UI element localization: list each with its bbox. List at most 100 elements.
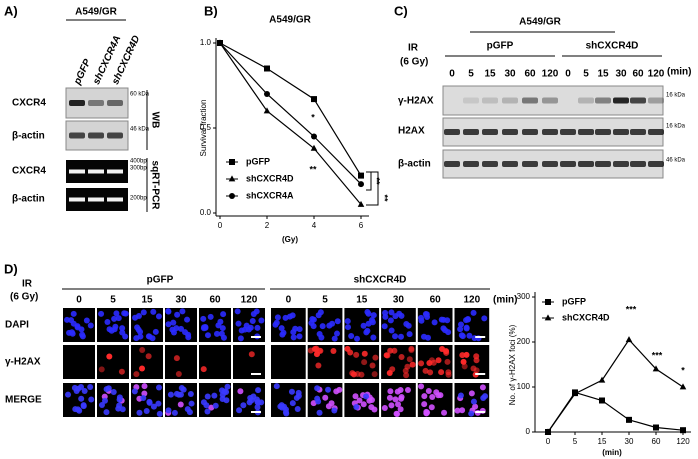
- nucleus: [383, 352, 390, 359]
- y-tick-label: 1.0: [200, 38, 212, 47]
- nucleus: [255, 387, 262, 394]
- nucleus: [470, 309, 477, 316]
- nucleus: [422, 311, 429, 318]
- panel-label: C): [394, 3, 408, 18]
- nucleus: [113, 310, 120, 317]
- band: [630, 161, 646, 167]
- nucleus: [98, 366, 105, 373]
- lane-label: pGFP: [72, 57, 94, 87]
- nucleus: [79, 331, 86, 338]
- band: [542, 129, 558, 135]
- time-label: 5: [583, 69, 589, 80]
- nucleus: [470, 398, 477, 405]
- nucleus: [208, 404, 215, 411]
- annotation: **: [309, 164, 317, 174]
- time-label: 0: [286, 295, 292, 306]
- nucleus: [358, 371, 365, 378]
- nucleus: [219, 325, 226, 332]
- nucleus: [202, 324, 209, 331]
- legend-label: pGFP: [246, 156, 270, 166]
- band: [88, 197, 104, 202]
- nucleus: [137, 328, 144, 335]
- nucleus: [296, 333, 303, 340]
- point: [310, 144, 318, 151]
- row-label: β-actin: [12, 131, 45, 142]
- nucleus: [430, 359, 437, 366]
- nucleus: [65, 391, 72, 398]
- nucleus: [254, 404, 261, 411]
- dose-label: (6 Gy): [400, 57, 428, 68]
- nucleus: [177, 401, 184, 408]
- nucleus: [387, 317, 394, 324]
- legend-label: shCXCR4A: [246, 190, 294, 200]
- nucleus: [370, 312, 377, 319]
- nucleus: [186, 409, 193, 416]
- nucleus: [290, 334, 297, 341]
- nucleus: [187, 391, 194, 398]
- time-label: 120: [648, 69, 665, 80]
- point: [625, 336, 633, 343]
- series-line: [219, 42, 362, 185]
- nucleus: [388, 327, 395, 334]
- cell-line: A549/GR: [75, 7, 117, 18]
- band: [107, 169, 123, 174]
- band: [88, 132, 104, 139]
- nucleus: [132, 314, 139, 321]
- nucleus: [134, 324, 141, 331]
- row-label: γ-H2AX: [5, 357, 41, 368]
- nucleus: [234, 308, 241, 315]
- band: [88, 100, 104, 106]
- time-label: 5: [468, 69, 474, 80]
- nucleus: [393, 410, 400, 417]
- nucleus: [388, 402, 395, 409]
- legend-label: pGFP: [562, 296, 586, 306]
- time-label: 30: [175, 295, 187, 306]
- point: [358, 172, 364, 179]
- marker-label: 16 kDa: [666, 93, 686, 99]
- nucleus: [363, 393, 370, 400]
- bracket: [366, 171, 379, 206]
- nucleus: [371, 406, 378, 413]
- series-line: [219, 42, 362, 176]
- nucleus: [345, 324, 352, 331]
- nucleus: [353, 403, 360, 410]
- band: [502, 129, 518, 135]
- nucleus: [352, 393, 359, 400]
- nucleus: [224, 383, 231, 390]
- nucleus: [403, 372, 410, 379]
- band: [502, 97, 518, 104]
- x-tick-label: 0: [218, 221, 223, 230]
- nucleus: [272, 321, 279, 328]
- nucleus: [74, 406, 81, 413]
- nucleus: [429, 394, 436, 401]
- nucleus: [463, 351, 470, 358]
- nucleus: [116, 394, 123, 401]
- band: [88, 169, 104, 174]
- nucleus: [64, 316, 71, 323]
- x-tick-label: 60: [652, 437, 661, 446]
- nucleus: [386, 370, 393, 377]
- point: [358, 181, 364, 188]
- band: [542, 97, 558, 104]
- nucleus: [423, 410, 430, 417]
- nucleus: [348, 332, 355, 339]
- nucleus: [316, 331, 323, 338]
- nucleus: [180, 386, 187, 393]
- nucleus: [170, 319, 177, 326]
- nucleus: [149, 335, 156, 342]
- chart-title: A549/GR: [269, 15, 311, 26]
- time-label: 30: [393, 295, 405, 306]
- y-tick-label: 300: [517, 292, 531, 301]
- nucleus: [200, 315, 207, 322]
- band: [613, 129, 629, 135]
- nucleus: [310, 400, 317, 407]
- nucleus: [463, 324, 470, 331]
- band: [69, 197, 85, 202]
- y-tick-label: 100: [517, 382, 531, 391]
- row-label: β-actin: [398, 159, 431, 170]
- nucleus: [156, 410, 163, 417]
- nucleus: [140, 394, 147, 401]
- band: [578, 129, 594, 135]
- nucleus: [289, 312, 296, 319]
- nucleus: [361, 359, 368, 366]
